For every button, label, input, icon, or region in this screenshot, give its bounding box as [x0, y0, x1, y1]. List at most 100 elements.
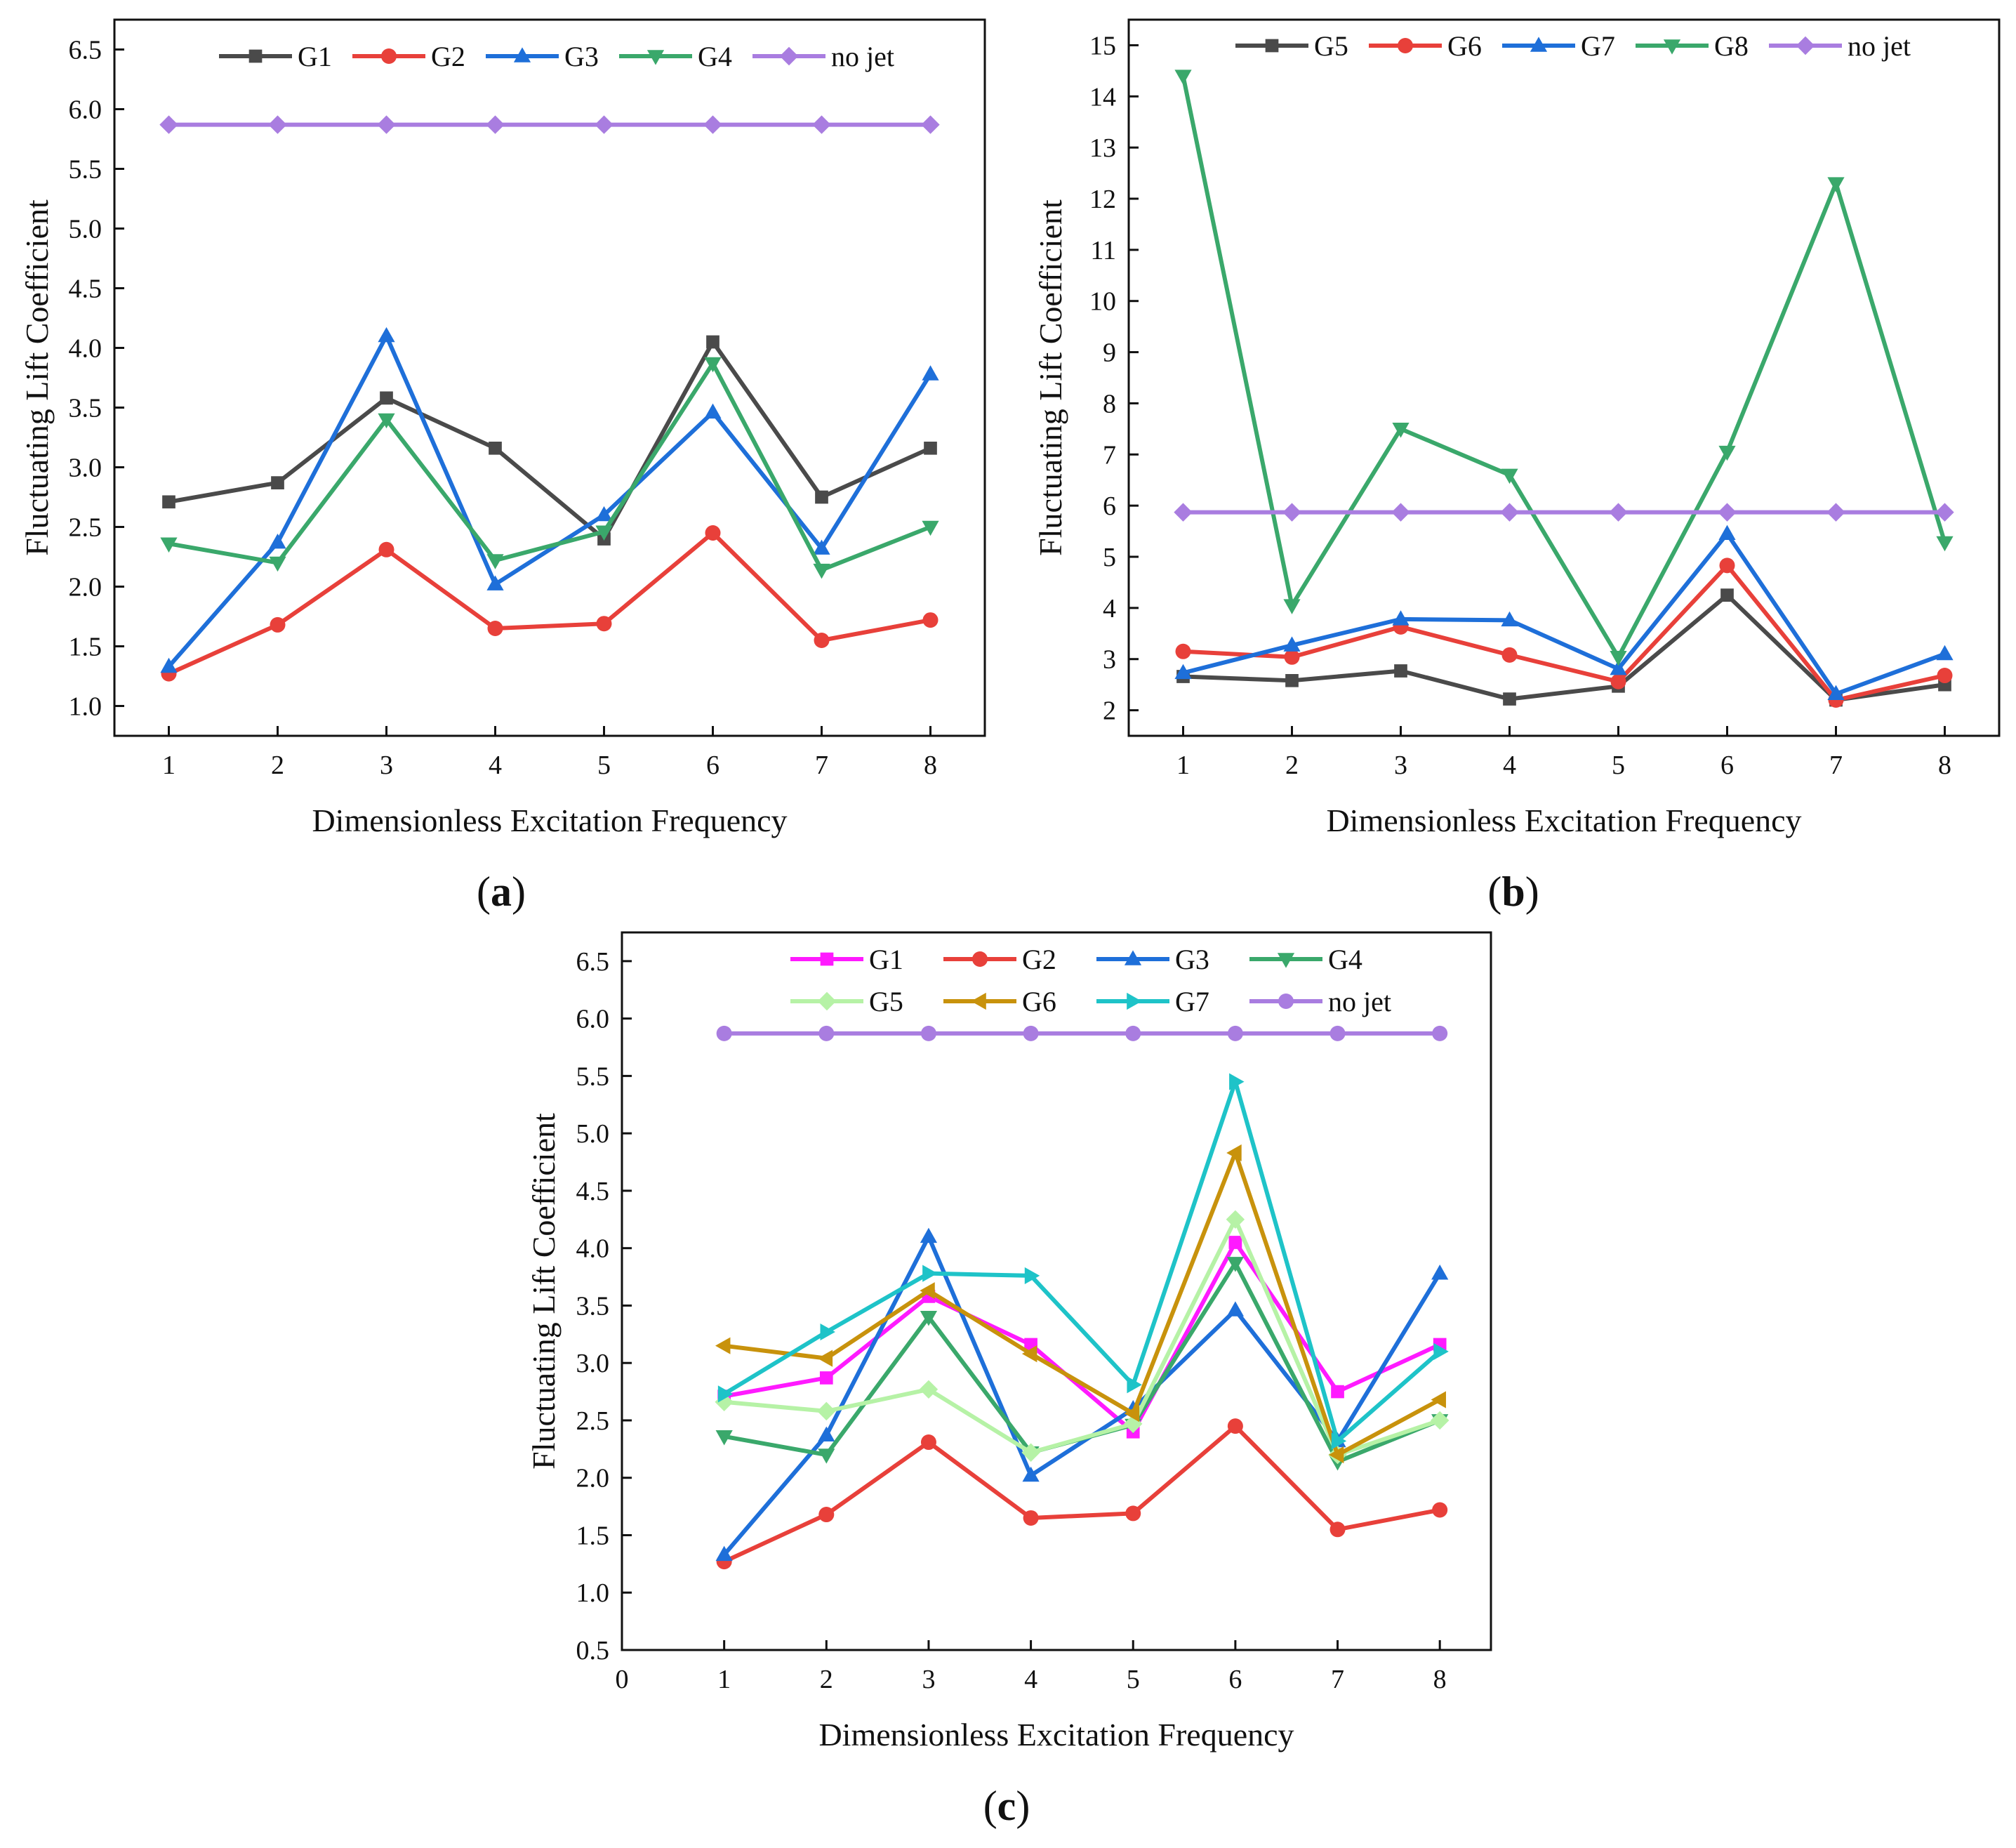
data-point: [1391, 503, 1410, 522]
y-tick-label: 11: [1090, 236, 1116, 265]
data-point: [1329, 1025, 1346, 1041]
x-tick-label: 1: [717, 1665, 731, 1694]
data-point: [715, 1337, 731, 1354]
legend-marker: [971, 992, 986, 1010]
legend-label: G6: [1022, 986, 1056, 1017]
data-point: [1430, 1411, 1450, 1430]
data-point: [920, 1434, 936, 1451]
data-point: [1503, 692, 1516, 706]
legend-label: G3: [564, 41, 599, 72]
y-tick-label: 14: [1089, 82, 1116, 112]
data-point: [814, 633, 830, 648]
data-point: [1023, 1025, 1039, 1041]
data-point: [715, 1545, 733, 1562]
y-tick-label: 8: [1103, 389, 1116, 418]
panel-label-letter: a: [491, 869, 512, 915]
data-point: [820, 1323, 835, 1341]
x-tick-label: 5: [1612, 751, 1625, 780]
x-tick-label: 3: [1394, 751, 1407, 780]
data-point: [1331, 1385, 1344, 1399]
y-tick-label: 9: [1103, 338, 1116, 368]
data-point: [160, 657, 178, 673]
data-point: [1227, 1418, 1243, 1434]
series-no-jet: [716, 1025, 1448, 1041]
y-tick-label: 5.5: [69, 155, 102, 185]
y-tick-label: 6.0: [576, 1005, 610, 1034]
panel-label: (c): [983, 1783, 1030, 1829]
data-point: [716, 1025, 732, 1041]
legend-marker: [513, 47, 531, 62]
data-point: [1021, 1345, 1037, 1363]
legend-label: G4: [698, 41, 732, 72]
legend-marker: [1277, 953, 1295, 968]
x-axis-title: Dimensionless Excitation Frequency: [1326, 803, 1801, 838]
y-tick-label: 12: [1089, 185, 1116, 214]
y-tick-label: 2.0: [576, 1464, 610, 1493]
data-point: [1283, 599, 1301, 614]
panel-label-letter: b: [1501, 869, 1525, 915]
data-point: [1433, 1342, 1449, 1360]
y-tick-label: 13: [1089, 133, 1116, 163]
data-point: [595, 525, 613, 541]
y-tick-label: 6.5: [576, 947, 610, 977]
data-point: [1124, 1405, 1140, 1423]
data-point: [705, 525, 721, 541]
data-point: [486, 115, 505, 134]
panel-label-open: (: [983, 1783, 997, 1829]
panel-label-close: ): [1525, 869, 1539, 915]
x-tick-label: 4: [1024, 1665, 1037, 1694]
data-point: [703, 115, 722, 134]
y-tick-label: 4: [1103, 594, 1116, 623]
y-tick-label: 6.5: [69, 36, 102, 65]
panel-label: (b): [1487, 869, 1539, 915]
y-tick-label: 5.0: [576, 1119, 610, 1149]
data-point: [1609, 503, 1628, 522]
data-point: [1718, 524, 1736, 541]
data-point: [1329, 1522, 1346, 1538]
y-tick-label: 2: [1103, 697, 1116, 726]
data-point: [1175, 643, 1191, 659]
x-tick-label: 1: [162, 751, 175, 780]
series-line: [1183, 563, 1946, 702]
series-G7: [1174, 524, 1954, 701]
data-point: [271, 476, 284, 489]
legend-label: G2: [1022, 944, 1056, 975]
series-line: [167, 334, 933, 668]
y-tick-label: 1.5: [69, 633, 102, 662]
series-G2: [161, 525, 939, 682]
y-tick-label: 3.0: [576, 1349, 610, 1378]
panel-label: (a): [477, 869, 526, 915]
legend-marker: [972, 951, 988, 967]
data-point: [1023, 1510, 1039, 1526]
legend-marker: [1278, 994, 1294, 1009]
data-point: [1226, 1210, 1245, 1229]
chart-panel-b: 1 2 3 4 5 6 7 823456789101112131415Dimensionles…: [1033, 18, 2001, 915]
data-point: [1331, 1432, 1347, 1450]
legend-label: no jet: [831, 41, 894, 72]
data-point: [1226, 1301, 1244, 1316]
x-axis-title: Dimensionless Excitation Frequency: [818, 1717, 1294, 1753]
series-G4: [160, 357, 939, 579]
data-point: [920, 1227, 938, 1243]
legend-marker: [817, 991, 837, 1011]
y-axis-title: Fluctuating Lift Coefficient: [19, 199, 55, 556]
data-point: [378, 413, 395, 429]
y-tick-label: 2.5: [576, 1406, 610, 1436]
series-line: [724, 1150, 1441, 1458]
y-tick-label: 6.0: [69, 95, 102, 125]
data-point: [1174, 70, 1192, 85]
y-tick-label: 1.0: [576, 1578, 610, 1608]
data-point: [1226, 1257, 1244, 1272]
data-point: [818, 1025, 835, 1041]
data-point: [1501, 647, 1518, 663]
legend-marker: [1265, 39, 1279, 53]
series-line: [168, 361, 931, 572]
series-line: [168, 340, 931, 541]
legend-marker: [1530, 37, 1548, 52]
x-tick-label: 7: [1331, 1665, 1344, 1694]
series-no-jet: [159, 115, 940, 134]
series-G1: [162, 335, 937, 546]
data-point: [1228, 1236, 1242, 1249]
data-point: [1937, 668, 1953, 684]
x-tick-label: 7: [815, 751, 828, 780]
